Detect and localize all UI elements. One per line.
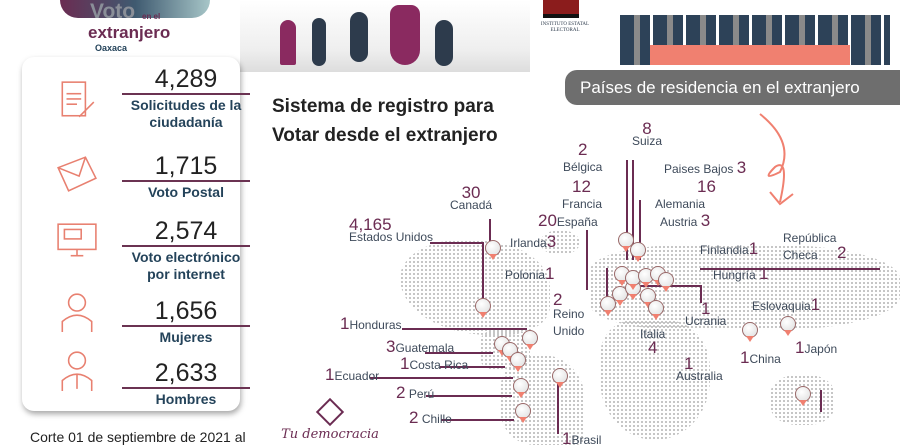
- label-estados-unidos: 4,165 Estados Unidos: [349, 215, 434, 244]
- label-costa-rica: 1Costa Rica: [400, 354, 469, 373]
- map-pin[interactable]: [742, 322, 758, 342]
- label-paises-bajos: Paises Bajos 3: [664, 158, 747, 177]
- map-pin[interactable]: [612, 286, 628, 306]
- label-china: 1China: [740, 348, 781, 367]
- stat-value: 4,289: [122, 65, 250, 95]
- map-pin[interactable]: [485, 240, 501, 260]
- city-skyline-illustration: [610, 0, 900, 68]
- label-honduras: 1Honduras: [340, 314, 402, 333]
- map-pin[interactable]: [522, 330, 538, 350]
- label-ucrania: 1 Ucrania: [685, 299, 727, 328]
- title-line-1: Sistema de registro para: [272, 96, 494, 117]
- label-alemania: Alemania: [655, 197, 706, 211]
- title-line-2: Votar desde el extranjero: [272, 125, 498, 146]
- stat-value: 1,715: [122, 152, 250, 182]
- stat-mujeres: 1,656 Mujeres: [122, 297, 250, 346]
- footer-date: Corte 01 de septiembre de 2021 al: [30, 429, 246, 445]
- map-pin[interactable]: [795, 386, 811, 406]
- stat-value: 2,633: [122, 359, 250, 389]
- stat-label: Solicitudes de la ciudadanía: [130, 97, 242, 130]
- logo-extranjero: extranjero: [88, 23, 171, 42]
- man-icon: [61, 351, 93, 391]
- label-austria: Austria 3: [660, 211, 711, 230]
- stat-label: Mujeres: [159, 329, 213, 345]
- logo-oaxaca: Oaxaca: [95, 43, 128, 53]
- label-japon: 1Japón: [795, 338, 838, 357]
- label-reino-unido: 2 Reino Unido: [553, 290, 585, 338]
- label-irlanda: Irlanda3: [510, 232, 557, 251]
- folk-dancers-illustration: [240, 0, 530, 72]
- map-pin[interactable]: [618, 232, 634, 252]
- page-title: Sistema de registro para Votar desde el e…: [272, 92, 498, 150]
- stat-voto-postal: 1,715 Voto Postal: [122, 152, 250, 201]
- logo-en-el: en el: [142, 12, 161, 21]
- map-pin[interactable]: [648, 300, 664, 320]
- label-canada: 30 Canadá: [450, 183, 493, 212]
- header-illustration-left: Voto en el extranjero Oaxaca: [0, 0, 220, 53]
- stat-value: 1,656: [122, 297, 250, 327]
- iee-logo: INSTITUTO ESTATAL ELECTORAL: [535, 0, 595, 45]
- arrow-icon: [759, 113, 794, 206]
- label-espana: 20España: [538, 211, 598, 230]
- label-brasil: 1Brasil: [562, 429, 602, 448]
- label-polonia: Polonia1: [505, 264, 555, 283]
- label-republica-checa: República Checa 2: [783, 231, 847, 262]
- map-pin[interactable]: [658, 272, 674, 292]
- label-australia: 1 Australia: [676, 354, 723, 383]
- stat-hombres: 2,633 Hombres: [122, 359, 250, 408]
- logo-voto: Voto: [90, 0, 136, 23]
- label-eslovaquia: Eslovaquia1: [752, 295, 821, 314]
- label-peru: 2 Perú: [396, 383, 435, 402]
- institute-name: INSTITUTO ESTATAL ELECTORAL: [540, 22, 590, 33]
- stat-value: 2,574: [122, 217, 250, 247]
- stat-voto-electronico: 2,574 Voto electrónico por internet: [122, 217, 250, 283]
- map-pin[interactable]: [475, 298, 491, 318]
- map-pin[interactable]: [630, 242, 646, 262]
- label-suiza: 8 Suiza: [632, 119, 663, 148]
- label-hungria: Hungría 1: [713, 264, 769, 283]
- envelope-icon: [57, 156, 97, 192]
- map-pin[interactable]: [600, 296, 616, 316]
- label-francia-count: 12: [572, 177, 591, 196]
- woman-icon: [61, 293, 93, 332]
- countries-banner: Países de residencia en el extranjero: [565, 70, 900, 105]
- label-italia: Italia 4: [640, 327, 666, 357]
- stat-solicitudes: 4,289 Solicitudes de la ciudadanía: [122, 65, 250, 131]
- label-chille: 2 Chille: [409, 408, 452, 427]
- map-pin[interactable]: [780, 316, 796, 336]
- label-belgica: Bélgica: [563, 160, 603, 174]
- label-alemania-count: 16: [697, 177, 716, 196]
- label-finlandia: Finlandia1: [700, 239, 759, 258]
- stat-label: Voto Postal: [148, 184, 224, 200]
- map-pin[interactable]: [510, 352, 526, 372]
- tu-democracia-logo: Tu democracia: [278, 397, 382, 444]
- label-ecuador: 1Ecuador: [325, 365, 380, 384]
- map-pin[interactable]: [515, 403, 531, 423]
- label-francia: Francia: [562, 197, 603, 211]
- stat-label: Voto electrónico por internet: [131, 249, 241, 282]
- label-belgica-count: 2: [578, 140, 588, 159]
- map-pin[interactable]: [552, 368, 568, 388]
- map-pin[interactable]: [513, 378, 529, 398]
- document-sign-icon: [61, 81, 95, 118]
- brand-text: Tu democracia: [281, 427, 379, 442]
- stats-card: 4,289 Solicitudes de la ciudadanía 1,715 V…: [22, 57, 250, 411]
- label-guatemala: 3Guatemala: [386, 337, 455, 356]
- computer-icon: [57, 223, 97, 257]
- stat-label: Hombres: [155, 391, 217, 407]
- map-pin[interactable]: [625, 270, 641, 290]
